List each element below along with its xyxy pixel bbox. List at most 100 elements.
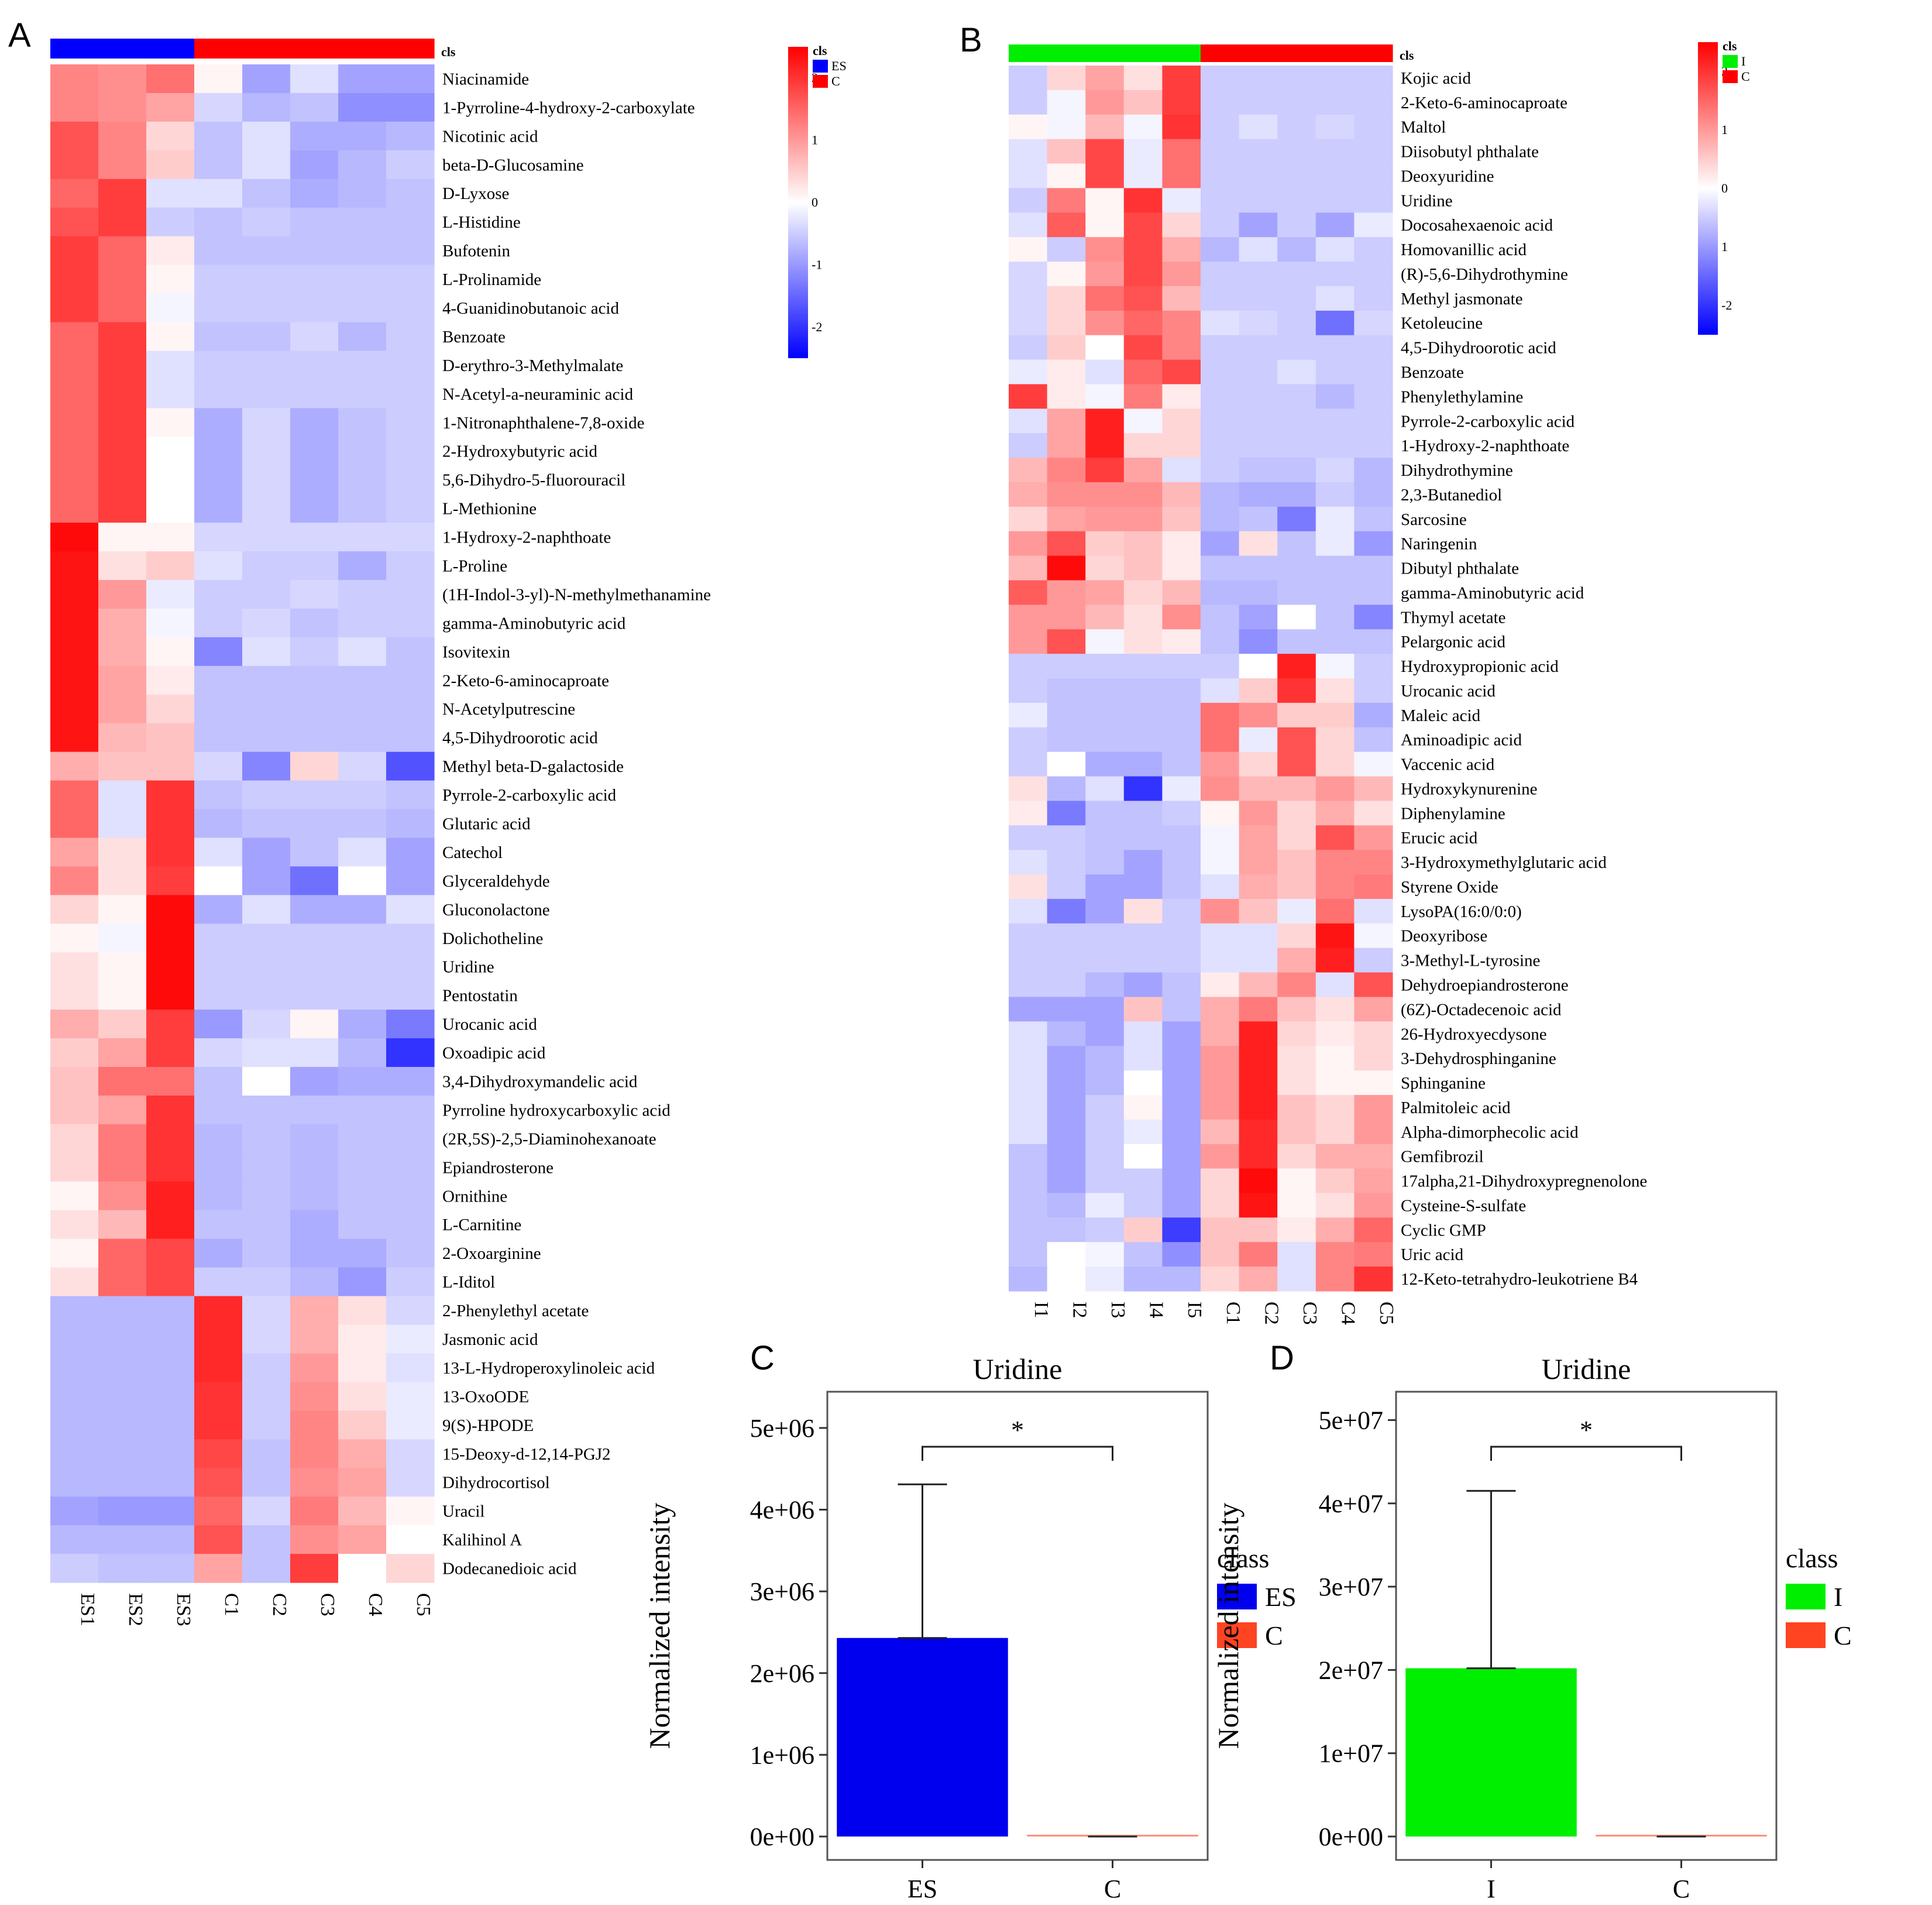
heatmap-cell bbox=[1315, 825, 1355, 850]
heatmap-cell bbox=[98, 64, 147, 94]
heatmap-cell bbox=[1085, 580, 1125, 605]
heatmap-cell bbox=[1354, 555, 1393, 581]
annotation-cell bbox=[194, 39, 243, 59]
heatmap-cell bbox=[338, 465, 387, 495]
heatmap-cell bbox=[1047, 727, 1086, 753]
heatmap-cell bbox=[1085, 409, 1125, 434]
heatmap-cell bbox=[50, 1181, 99, 1211]
heatmap-cell bbox=[1009, 188, 1048, 213]
heatmap-cell bbox=[1162, 751, 1201, 777]
heatmap-cell bbox=[1085, 1217, 1125, 1242]
heatmap-cell bbox=[1277, 1119, 1316, 1145]
heatmap-cell bbox=[146, 265, 195, 294]
heatmap-cell bbox=[1123, 1021, 1163, 1046]
heatmap-cell bbox=[1123, 66, 1163, 91]
heatmap-cell bbox=[1315, 1094, 1355, 1120]
heatmap-cell bbox=[1277, 874, 1316, 900]
heatmap-cell bbox=[386, 1210, 435, 1240]
row-label: (1H-Indol-3-yl)-N-methylmethanamine bbox=[442, 585, 711, 604]
heatmap-cell bbox=[1123, 433, 1163, 458]
heatmap-cell bbox=[1315, 237, 1355, 262]
heatmap-cell bbox=[50, 751, 99, 781]
heatmap-cell bbox=[146, 1181, 195, 1211]
heatmap-cell bbox=[146, 723, 195, 753]
heatmap-cell bbox=[146, 952, 195, 981]
heatmap-cell bbox=[386, 665, 435, 695]
heatmap-cell bbox=[1239, 751, 1278, 777]
heatmap-cell bbox=[1201, 506, 1240, 532]
significance-bracket bbox=[1490, 1446, 1682, 1461]
heatmap-cell bbox=[1277, 139, 1316, 164]
heatmap-cell bbox=[194, 1468, 243, 1497]
heatmap-cell bbox=[1239, 850, 1278, 875]
heatmap-cell bbox=[1201, 948, 1240, 973]
heatmap-cell bbox=[1277, 1242, 1316, 1267]
heatmap-cell bbox=[1354, 948, 1393, 973]
heatmap-cell bbox=[290, 1496, 339, 1526]
heatmap-cell bbox=[1315, 751, 1355, 777]
heatmap-cell bbox=[1162, 948, 1201, 973]
y-tick-label: 4e+06 bbox=[750, 1496, 814, 1525]
row-label: beta-D-Glucosamine bbox=[442, 156, 584, 174]
heatmap-cell bbox=[50, 1496, 99, 1526]
heatmap-cell bbox=[1201, 825, 1240, 850]
heatmap-cell bbox=[50, 1353, 99, 1382]
heatmap-cell bbox=[386, 1353, 435, 1382]
heatmap-cell bbox=[1162, 1266, 1201, 1292]
heatmap-cell bbox=[290, 608, 339, 638]
heatmap-cell bbox=[386, 121, 435, 151]
row-label: 2-Phenylethyl acetate bbox=[442, 1302, 589, 1320]
heatmap-cell bbox=[1201, 850, 1240, 875]
heatmap-cell bbox=[242, 723, 291, 753]
heatmap-cell bbox=[1123, 555, 1163, 581]
heatmap-cell bbox=[338, 1353, 387, 1382]
heatmap-cell bbox=[1354, 482, 1393, 507]
heatmap-cell bbox=[338, 322, 387, 352]
heatmap-cell bbox=[50, 1468, 99, 1497]
heatmap-cell bbox=[98, 1267, 147, 1297]
heatmap-cell bbox=[242, 351, 291, 380]
heatmap-cell bbox=[1201, 1168, 1240, 1194]
panel-label-d: D bbox=[1270, 1339, 1294, 1377]
heatmap-cell bbox=[338, 1324, 387, 1354]
heatmap-cell bbox=[50, 637, 99, 667]
heatmap-cell bbox=[386, 1267, 435, 1297]
row-label: Cysteine-S-sulfate bbox=[1401, 1196, 1526, 1215]
heatmap-cell bbox=[1162, 188, 1201, 213]
heatmap-cell bbox=[1354, 458, 1393, 483]
heatmap-cell bbox=[1201, 66, 1240, 91]
heatmap-cell bbox=[1315, 678, 1355, 703]
row-label: Phenylethylamine bbox=[1401, 387, 1523, 406]
heatmap-cell bbox=[1123, 335, 1163, 361]
heatmap-cell bbox=[1009, 482, 1048, 507]
heatmap-cell bbox=[1162, 629, 1201, 654]
heatmap-cell bbox=[194, 92, 243, 122]
heatmap-cell bbox=[50, 92, 99, 122]
heatmap-cell bbox=[1315, 458, 1355, 483]
heatmap-cell bbox=[50, 322, 99, 352]
heatmap-cell bbox=[1354, 776, 1393, 801]
heatmap-cell bbox=[1277, 458, 1316, 483]
heatmap-cell bbox=[98, 265, 147, 294]
heatmap-cell bbox=[1009, 948, 1048, 973]
heatmap-cell bbox=[1315, 90, 1355, 115]
heatmap-cell bbox=[1239, 188, 1278, 213]
heatmap-cell bbox=[50, 665, 99, 695]
heatmap-cell bbox=[386, 293, 435, 323]
row-label: Methyl jasmonate bbox=[1401, 290, 1523, 308]
heatmap-cell bbox=[1354, 825, 1393, 850]
heatmap-cell bbox=[1009, 1021, 1048, 1046]
heatmap-cell bbox=[1123, 531, 1163, 557]
heatmap-cell bbox=[1123, 972, 1163, 998]
row-label: 13-OxoODE bbox=[442, 1388, 529, 1406]
heatmap-cell bbox=[1201, 482, 1240, 507]
heatmap-cell bbox=[1009, 1046, 1048, 1071]
row-label: Isovitexin bbox=[442, 643, 510, 661]
heatmap-cell bbox=[1047, 531, 1086, 557]
heatmap-cell bbox=[1354, 262, 1393, 287]
heatmap-cell bbox=[1085, 555, 1125, 581]
heatmap-cell bbox=[1354, 727, 1393, 753]
heatmap-cell bbox=[1239, 1046, 1278, 1071]
heatmap-cell bbox=[1009, 702, 1048, 728]
heatmap-cell bbox=[290, 322, 339, 352]
